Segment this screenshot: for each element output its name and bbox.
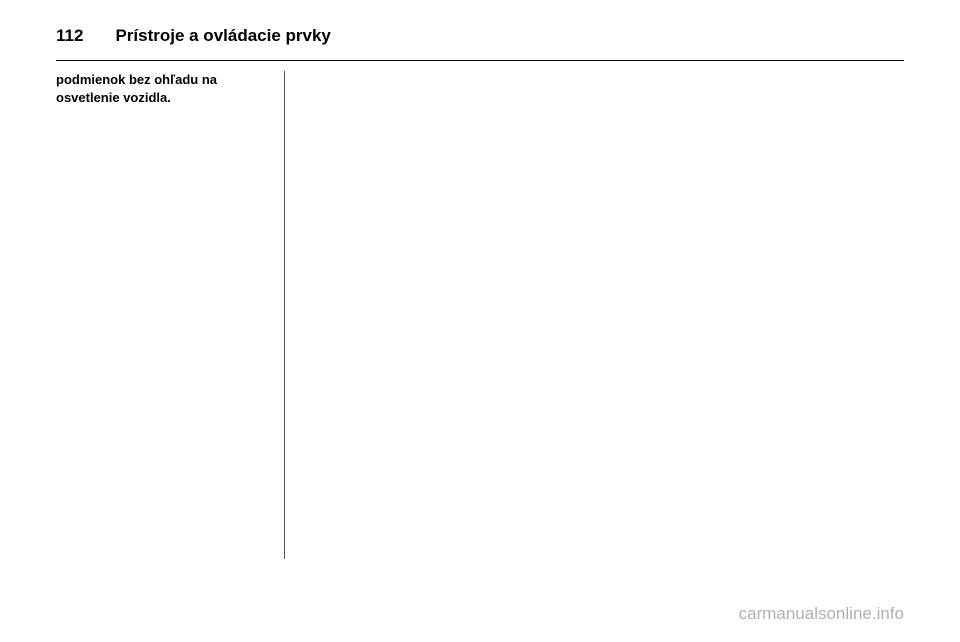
watermark: carmanualsonline.info xyxy=(739,604,904,624)
body-line-1: podmienok bez ohľadu na xyxy=(56,72,217,87)
page-title: Prístroje a ovládacie prvky xyxy=(115,26,330,46)
header-divider xyxy=(56,60,904,61)
content-area: podmienok bez ohľadu na osvetlenie vozid… xyxy=(56,71,904,559)
document-page: 112 Prístroje a ovládacie prvky podmieno… xyxy=(0,0,960,642)
body-line-2: osvetlenie vozidla. xyxy=(56,90,171,105)
right-column xyxy=(285,71,904,559)
left-column: podmienok bez ohľadu na osvetlenie vozid… xyxy=(56,71,284,559)
page-header: 112 Prístroje a ovládacie prvky xyxy=(56,26,904,46)
page-number: 112 xyxy=(56,26,83,46)
body-text: podmienok bez ohľadu na osvetlenie vozid… xyxy=(56,71,266,106)
